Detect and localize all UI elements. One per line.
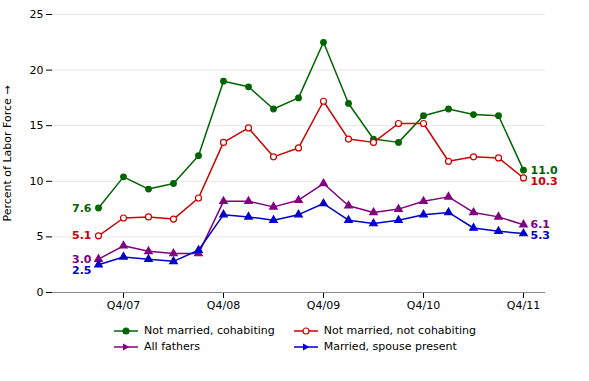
- svg-text:Q4/11: Q4/11: [507, 299, 540, 312]
- svg-text:Q4/08: Q4/08: [207, 299, 240, 312]
- html-text:Not married, not cohabiting: Not married, not cohabiting: [323, 324, 476, 337]
- html-text:All fathers: All fathers: [144, 340, 201, 353]
- svg-text:11.0: 11.0: [530, 163, 558, 177]
- svg-text:5: 5: [37, 230, 44, 243]
- svg-text:5.3: 5.3: [531, 229, 551, 242]
- svg-text:0: 0: [37, 286, 44, 299]
- svg-text:Q4/07: Q4/07: [107, 299, 140, 312]
- svg-text:Q4/10: Q4/10: [407, 299, 440, 312]
- svg-text:Q4/09: Q4/09: [307, 299, 340, 312]
- html-text:Not married, cohabiting: Not married, cohabiting: [144, 324, 275, 337]
- svg-text:5.1: 5.1: [72, 229, 92, 242]
- svg-text:10.3: 10.3: [531, 175, 558, 188]
- svg-text:Percent of Labor Force →: Percent of Labor Force →: [1, 85, 14, 221]
- svg-text:20: 20: [30, 64, 44, 77]
- svg-text:25: 25: [30, 8, 44, 21]
- svg-text:7.6: 7.6: [72, 202, 92, 215]
- html-text:Married, spouse present: Married, spouse present: [323, 340, 457, 353]
- svg-text:10: 10: [30, 175, 44, 188]
- svg-text:3.0: 3.0: [72, 252, 92, 266]
- svg-text:6.1: 6.1: [530, 218, 550, 232]
- svg-text:15: 15: [30, 119, 44, 132]
- svg-text:2.5: 2.5: [72, 264, 92, 277]
